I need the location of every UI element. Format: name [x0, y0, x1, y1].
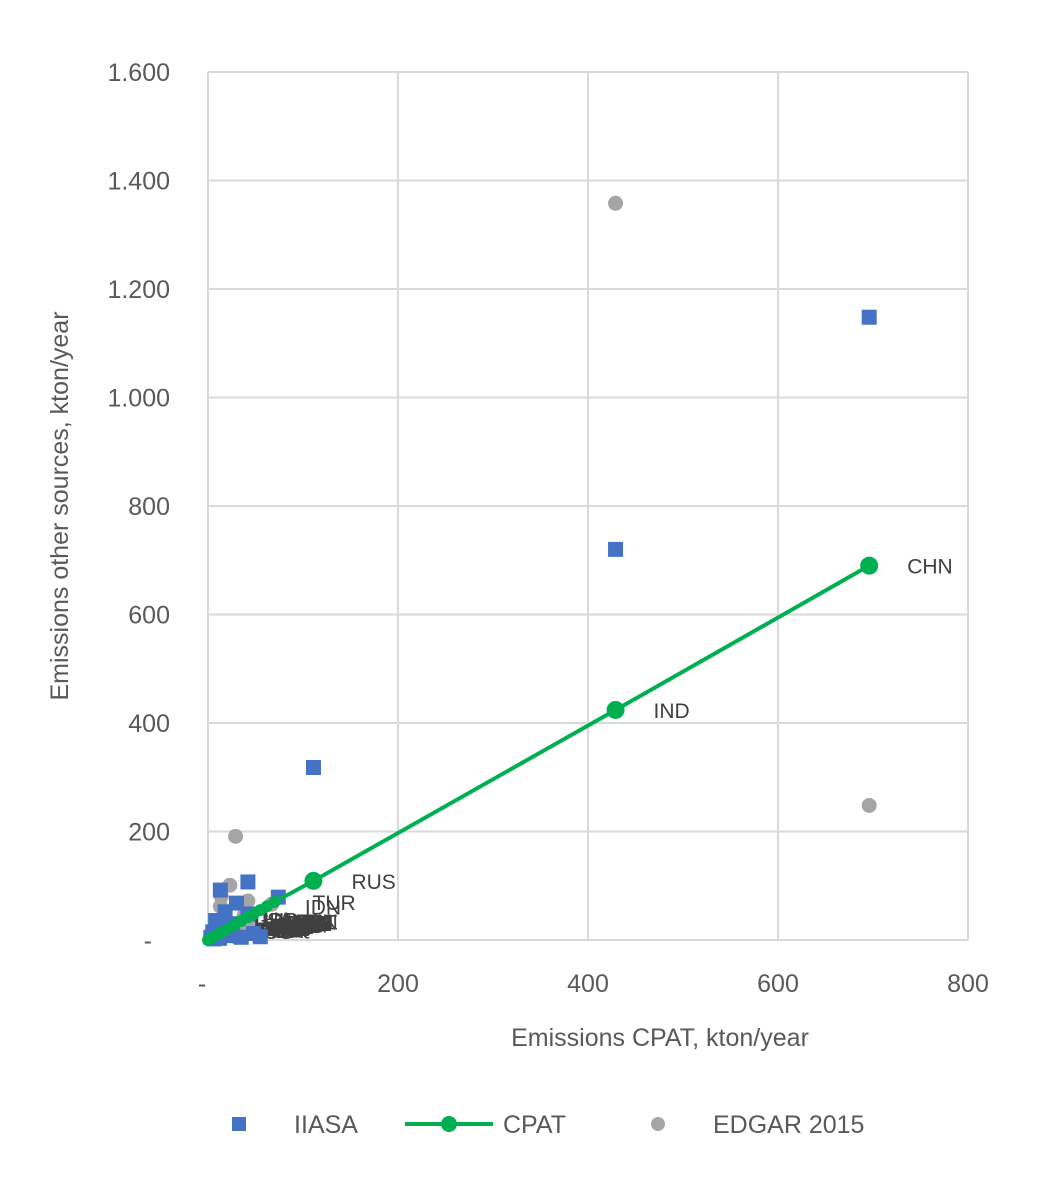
point-label: CHL [254, 910, 296, 933]
cpat-label-ind: IND [654, 700, 690, 723]
cpat-point [606, 700, 625, 719]
grid-lines [207, 71, 969, 941]
point-label: QAT [296, 911, 338, 934]
x-axis-title: Emissions CPAT, kton/year [511, 1024, 809, 1052]
point-label: DZA [288, 913, 330, 936]
iiasa-point [212, 882, 228, 898]
iiasa-point [229, 895, 244, 911]
point-label: PHL [287, 913, 328, 936]
point-label: UZB [282, 915, 324, 938]
cpat-label-chn: CHN [907, 556, 953, 579]
point-label: NGA [281, 915, 327, 938]
point-label: VNM [258, 919, 305, 942]
edgar-point [240, 893, 256, 909]
series-cpat [202, 556, 879, 946]
point-label: POL [259, 920, 301, 943]
cpat-point [304, 871, 323, 890]
legend-marker-cpat [441, 1116, 457, 1132]
x-tick-labels: - 200 400 600 800 [198, 970, 989, 998]
point-label: UKR [266, 918, 310, 941]
legend-label-cpat: CPAT [503, 1111, 566, 1139]
point-label: MYS [280, 915, 326, 938]
iiasa-point [861, 309, 877, 325]
point-label: EGY [279, 914, 323, 937]
point-label: ZAF [271, 916, 311, 939]
point-label: FRA [260, 920, 302, 943]
y-tick-label: 200 [128, 819, 170, 847]
cpat-point [268, 896, 281, 909]
y-tick-label: 1.000 [107, 385, 170, 413]
point-label: IRQ [275, 917, 312, 940]
point-label: ITA [267, 918, 298, 941]
point-label: BGD [268, 918, 314, 941]
cpat-label-rus: RUS [351, 871, 395, 894]
point-label: GBR [253, 909, 299, 932]
legend-marker-iiasa [232, 1117, 246, 1131]
edgar-point [861, 797, 877, 813]
iiasa-point [305, 759, 321, 775]
edgar-point [228, 828, 244, 844]
point-label: ESP [274, 916, 316, 939]
point-label: IRN [291, 911, 327, 934]
point-label: PER [261, 920, 304, 943]
point-label: KAZ [273, 916, 314, 939]
point-label: KOR [284, 913, 330, 936]
legend-label-iiasa: IIASA [294, 1111, 358, 1139]
y-tick-label: 1.600 [107, 59, 170, 87]
edgar-point [608, 195, 624, 211]
iiasa-point [240, 874, 256, 890]
legend: IIASA CPAT EDGAR 2015 [232, 1111, 864, 1139]
y-tick-label: 600 [128, 602, 170, 630]
point-label: ARG [265, 918, 311, 941]
point-label: ARE [289, 913, 332, 936]
cpat-label-tur: TUR [313, 892, 356, 915]
cpat-point [860, 556, 879, 575]
iiasa-point [608, 541, 624, 557]
legend-item-edgar: EDGAR 2015 [651, 1111, 864, 1139]
x-tick-label: 800 [947, 970, 989, 998]
y-tick-label: 800 [128, 493, 170, 521]
y-tick-label: 400 [128, 710, 170, 738]
y-tick-labels: - 200 400 600 800 1.000 1.200 1.400 1.600 [107, 59, 170, 955]
y-tick-label: 1.200 [107, 276, 170, 304]
point-label: JPN [292, 911, 332, 934]
legend-marker-edgar [651, 1117, 665, 1131]
x-tick-label: 400 [567, 970, 609, 998]
point-label: CAN [294, 911, 338, 934]
x-tick-label: 600 [757, 970, 799, 998]
point-label: DEU [286, 913, 330, 936]
point-label: SAU [278, 914, 321, 937]
legend-label-edgar: EDGAR 2015 [713, 1111, 864, 1139]
series-iiasa [203, 309, 877, 947]
x-tick-label: - [198, 970, 206, 998]
cpat-label-idn: IDN [305, 896, 341, 919]
iiasa-point [233, 929, 249, 945]
point-label: MEX [264, 918, 310, 941]
point-label: COL [295, 911, 338, 934]
y-tick-label: 1.400 [107, 168, 170, 196]
series-edgar-2015 [203, 195, 877, 946]
point-label: PAK [272, 916, 312, 939]
legend-item-iiasa: IIASA [232, 1111, 358, 1139]
y-tick-label: - [144, 927, 152, 955]
iiasa-point [252, 929, 268, 945]
y-axis-title: Emissions other sources, kton/year [46, 311, 74, 700]
legend-item-cpat: CPAT [405, 1111, 566, 1139]
x-tick-label: 200 [377, 970, 419, 998]
